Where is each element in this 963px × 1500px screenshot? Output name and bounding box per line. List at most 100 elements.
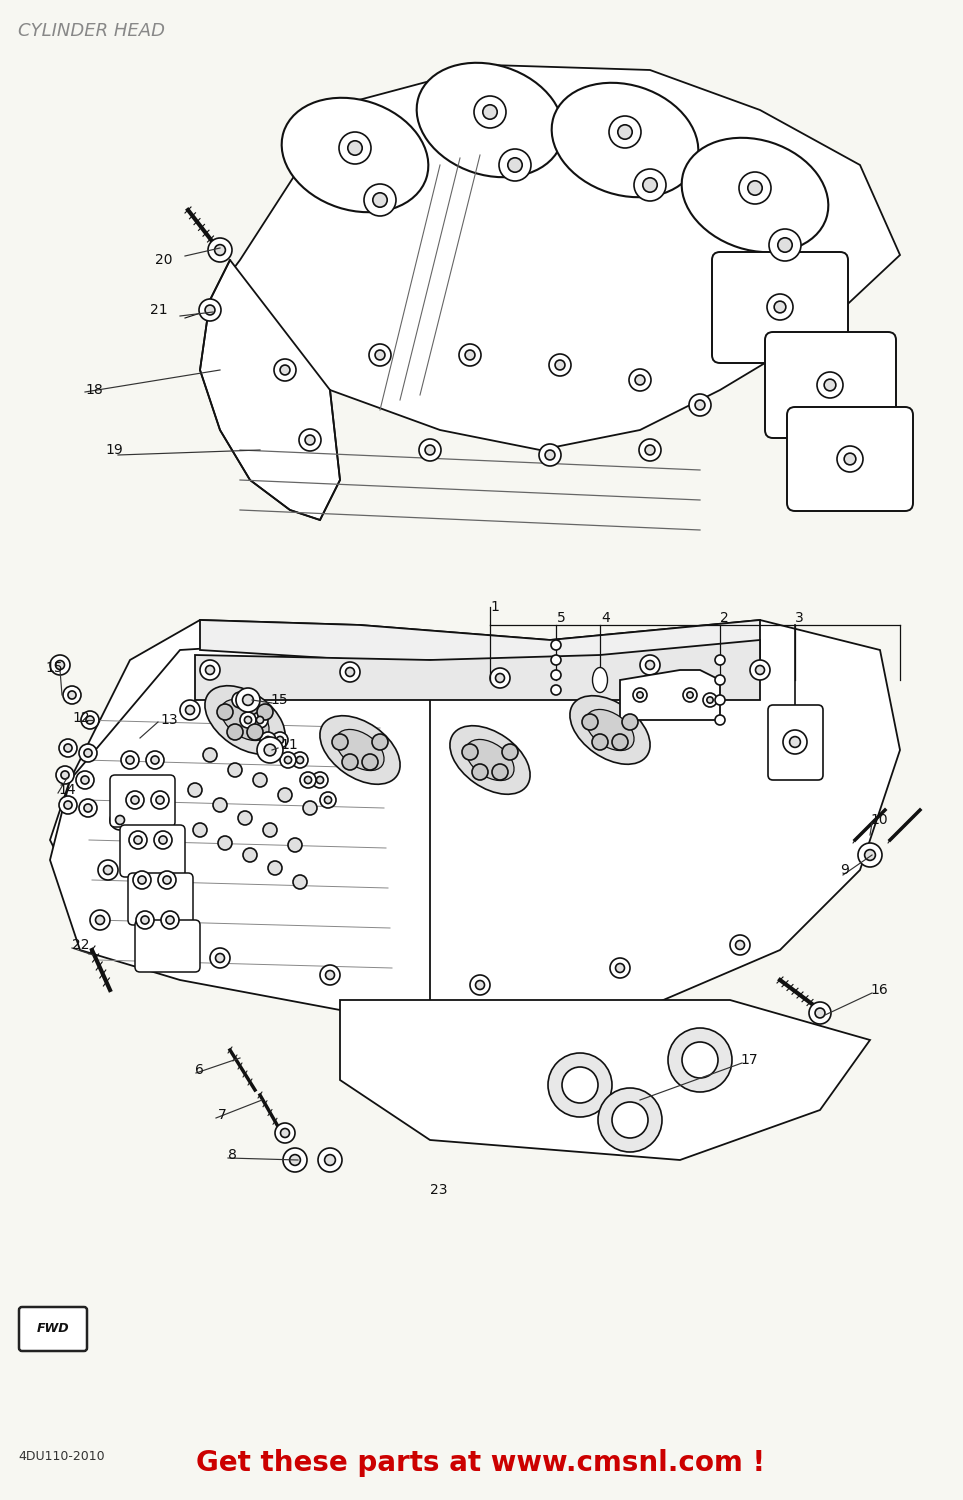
- Circle shape: [205, 304, 215, 315]
- Circle shape: [736, 940, 744, 950]
- Circle shape: [264, 744, 275, 756]
- FancyBboxPatch shape: [768, 705, 823, 780]
- Circle shape: [63, 686, 81, 703]
- Polygon shape: [195, 640, 760, 700]
- Circle shape: [240, 712, 256, 728]
- Ellipse shape: [682, 138, 828, 252]
- Text: 1: 1: [490, 600, 499, 613]
- Circle shape: [348, 141, 362, 154]
- Ellipse shape: [221, 699, 269, 741]
- Circle shape: [156, 796, 164, 804]
- Circle shape: [668, 1028, 732, 1092]
- Text: 7: 7: [218, 1108, 226, 1122]
- Ellipse shape: [592, 668, 608, 693]
- Ellipse shape: [336, 729, 384, 771]
- Circle shape: [252, 712, 268, 728]
- Polygon shape: [210, 64, 900, 450]
- Ellipse shape: [417, 63, 563, 177]
- Circle shape: [346, 668, 354, 676]
- Circle shape: [280, 364, 290, 375]
- Circle shape: [257, 736, 283, 764]
- Circle shape: [116, 816, 124, 825]
- Circle shape: [707, 698, 714, 703]
- Circle shape: [260, 732, 276, 748]
- Circle shape: [76, 771, 94, 789]
- Circle shape: [284, 756, 292, 764]
- Circle shape: [228, 764, 242, 777]
- Text: 20: 20: [155, 254, 172, 267]
- Circle shape: [629, 369, 651, 392]
- Circle shape: [208, 238, 232, 262]
- Circle shape: [687, 692, 693, 698]
- Circle shape: [592, 734, 608, 750]
- Circle shape: [545, 450, 555, 460]
- Circle shape: [151, 790, 169, 808]
- Circle shape: [278, 788, 292, 802]
- Circle shape: [274, 358, 296, 381]
- Circle shape: [129, 831, 147, 849]
- FancyBboxPatch shape: [19, 1306, 87, 1352]
- Circle shape: [774, 302, 786, 313]
- Text: Get these parts at www.cmsnl.com !: Get these parts at www.cmsnl.com !: [196, 1449, 766, 1478]
- Circle shape: [50, 656, 70, 675]
- Circle shape: [134, 836, 143, 844]
- Text: 2: 2: [720, 610, 729, 626]
- Circle shape: [272, 732, 288, 748]
- Circle shape: [205, 666, 215, 675]
- Text: 15: 15: [45, 662, 63, 675]
- Circle shape: [372, 734, 388, 750]
- Circle shape: [84, 748, 92, 758]
- Circle shape: [756, 666, 765, 675]
- Circle shape: [612, 734, 628, 750]
- Circle shape: [166, 916, 174, 924]
- FancyBboxPatch shape: [128, 873, 193, 925]
- Circle shape: [232, 692, 248, 708]
- Circle shape: [180, 700, 200, 720]
- Circle shape: [126, 790, 144, 808]
- Circle shape: [375, 350, 385, 360]
- Circle shape: [683, 688, 697, 702]
- Circle shape: [304, 777, 312, 783]
- Circle shape: [263, 824, 277, 837]
- Circle shape: [317, 777, 324, 783]
- Polygon shape: [620, 670, 720, 720]
- Circle shape: [618, 124, 632, 140]
- Circle shape: [715, 716, 725, 724]
- Circle shape: [236, 696, 244, 703]
- Circle shape: [459, 344, 481, 366]
- Circle shape: [126, 756, 134, 764]
- Circle shape: [238, 812, 252, 825]
- Circle shape: [492, 764, 508, 780]
- Circle shape: [98, 859, 118, 880]
- Text: 21: 21: [150, 303, 168, 316]
- Circle shape: [247, 724, 263, 740]
- Circle shape: [340, 662, 360, 682]
- Circle shape: [465, 350, 475, 360]
- Circle shape: [769, 230, 801, 261]
- Circle shape: [790, 736, 800, 747]
- Circle shape: [369, 344, 391, 366]
- Circle shape: [551, 670, 561, 680]
- Circle shape: [767, 294, 793, 320]
- Ellipse shape: [205, 686, 285, 754]
- Circle shape: [64, 744, 72, 752]
- Circle shape: [640, 656, 660, 675]
- Circle shape: [200, 660, 220, 680]
- Circle shape: [81, 711, 99, 729]
- Circle shape: [715, 656, 725, 664]
- Circle shape: [325, 970, 334, 980]
- Circle shape: [496, 674, 505, 682]
- Text: 11: 11: [280, 738, 298, 752]
- Text: 22: 22: [72, 938, 90, 952]
- Circle shape: [499, 148, 531, 182]
- Circle shape: [227, 724, 243, 740]
- Circle shape: [299, 429, 321, 451]
- Circle shape: [136, 910, 154, 928]
- Circle shape: [845, 453, 856, 465]
- Circle shape: [474, 96, 506, 128]
- FancyBboxPatch shape: [110, 776, 175, 826]
- Circle shape: [103, 865, 113, 874]
- Circle shape: [817, 372, 843, 398]
- Circle shape: [300, 772, 316, 788]
- Text: 3: 3: [795, 610, 804, 626]
